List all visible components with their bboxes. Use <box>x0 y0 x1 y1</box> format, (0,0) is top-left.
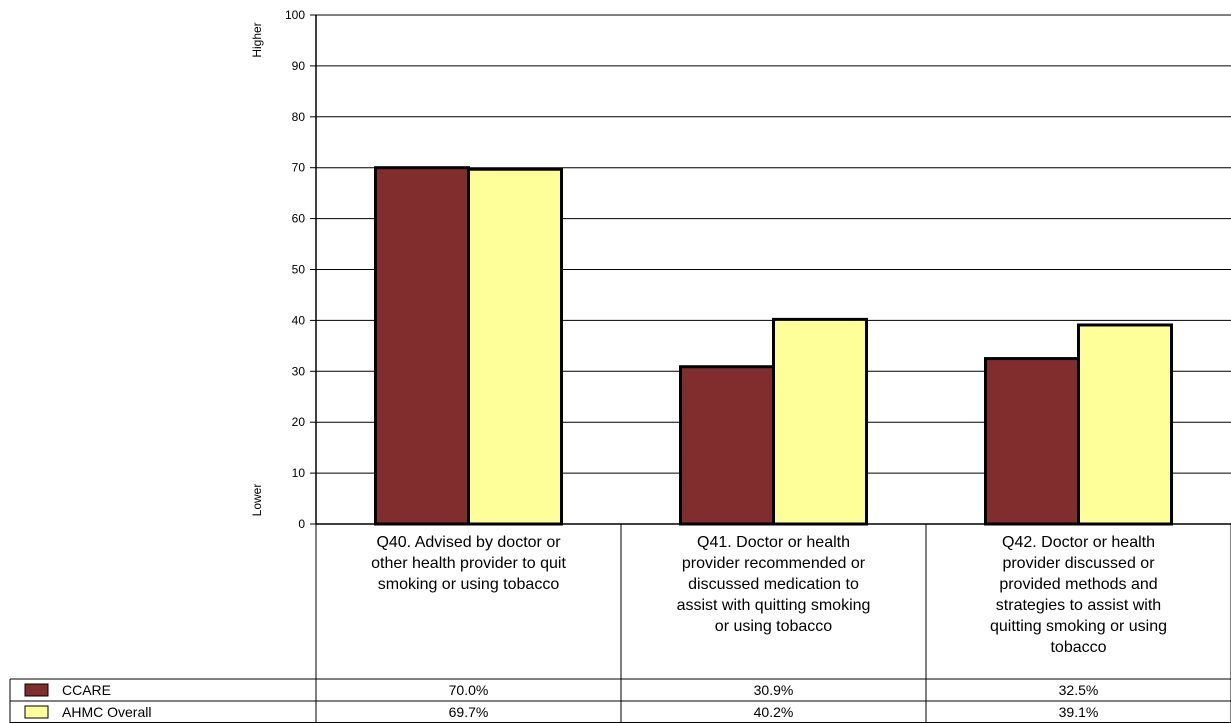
category-label-line: or using tobacco <box>715 618 833 635</box>
legend-label: AHMC Overall <box>62 704 151 720</box>
category-label-line: provided methods and <box>999 576 1157 593</box>
table-cell-value: 30.9% <box>754 682 794 698</box>
category-label-line: Q41. Doctor or health <box>697 534 850 551</box>
y-tick-label: 60 <box>292 212 306 226</box>
category-label-line: other health provider to quit <box>371 555 566 572</box>
bars <box>374 166 1173 526</box>
y-tick-label: 90 <box>292 59 306 73</box>
category-label-line: Q40. Advised by doctor or <box>376 534 561 551</box>
y-axis-higher-label: Higher <box>250 22 264 57</box>
legend-swatch-ahmc-overall <box>24 705 49 719</box>
y-tick-label: 10 <box>292 466 306 480</box>
table-cell-value: 40.2% <box>754 704 794 720</box>
category-labels: Q40. Advised by doctor or other health pr… <box>371 534 1167 656</box>
bar-ccare-1 <box>374 166 470 526</box>
table-cell-value: 32.5% <box>1059 682 1099 698</box>
y-tick-label: 30 <box>292 364 306 378</box>
category-label-line: provider recommended or <box>682 555 866 572</box>
category-label-line: Q42. Doctor or health <box>1002 534 1155 551</box>
y-tick-label: 70 <box>292 161 306 175</box>
table-cell-value: 70.0% <box>449 682 489 698</box>
legend-swatch-ccare <box>24 683 49 697</box>
category-label-line: provider discussed or <box>1002 555 1155 572</box>
table-cell-value: 39.1% <box>1059 704 1099 720</box>
category-label: Q42. Doctor or health provider discussed … <box>990 534 1167 656</box>
category-label-line: assist with quitting smoking <box>677 597 871 614</box>
bar-ccare-2 <box>679 365 775 526</box>
y-tick-label: 100 <box>285 8 305 22</box>
y-axis-ticks: 0 10 20 30 40 50 60 70 80 90 100 <box>285 8 316 531</box>
y-tick-label: 20 <box>292 415 306 429</box>
y-axis-lower-label: Lower <box>250 484 264 517</box>
category-label-line: smoking or using tobacco <box>378 576 560 593</box>
bar-ahmc-overall-1 <box>467 167 563 526</box>
y-tick-label: 0 <box>298 517 305 531</box>
bar-ahmc-overall-2 <box>772 317 868 526</box>
category-label-line: discussed medication to <box>688 576 859 593</box>
category-label-line: quitting smoking or using <box>990 618 1167 635</box>
category-label-line: strategies to assist with <box>996 597 1161 614</box>
category-label-line: tobacco <box>1050 639 1106 656</box>
bar-ccare-3 <box>984 357 1080 526</box>
y-tick-label: 80 <box>292 110 306 124</box>
legend-label: CCARE <box>62 682 111 698</box>
y-tick-label: 40 <box>292 313 306 327</box>
category-label: Q41. Doctor or health provider recommende… <box>677 534 871 635</box>
bar-ahmc-overall-3 <box>1077 323 1173 526</box>
category-label: Q40. Advised by doctor or other health pr… <box>371 534 566 593</box>
table-cell-value: 69.7% <box>449 704 489 720</box>
y-tick-label: 50 <box>292 263 306 277</box>
